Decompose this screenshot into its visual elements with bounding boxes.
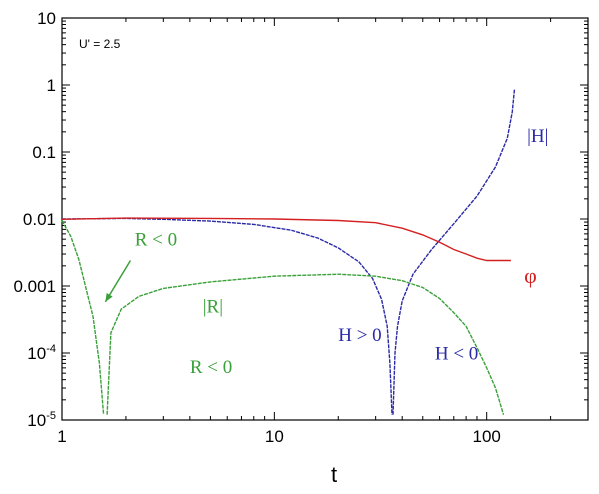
x-tick-label: 100 <box>472 427 500 446</box>
x-tick-label: 1 <box>57 427 66 446</box>
annotation-label: R < 0 <box>190 357 232 378</box>
annotation-arrowhead <box>105 292 113 302</box>
series-group <box>61 89 516 415</box>
x-axis-label: t <box>331 462 337 487</box>
axis-ticks: 1 10 100 10 1 0.1 0.01 0.001 10-4 10-5 <box>13 9 589 446</box>
y-tick-label: 0.1 <box>32 143 56 162</box>
annotations-group: |H| φ R < 0 |R| R < 0 H > 0 H < 0 <box>104 126 548 378</box>
annotation-label: |R| <box>203 297 223 318</box>
series-line-0-0 <box>61 217 393 415</box>
annotation-label: R < 0 <box>135 230 177 251</box>
annotation-label: H < 0 <box>435 343 478 364</box>
annotation-label: φ <box>524 263 537 288</box>
series-line-2-1 <box>106 273 505 415</box>
series-line-2-0 <box>61 220 105 415</box>
series-line-0-1 <box>392 89 516 415</box>
parameter-label: U' = 2.5 <box>79 37 121 51</box>
y-tick-label: 0.01 <box>23 210 56 229</box>
y-tick-label: 10-4 <box>27 343 56 363</box>
y-tick-label: 10-5 <box>27 410 56 430</box>
y-tick-label: 10 <box>37 9 56 28</box>
annotation-label: |H| <box>527 126 548 147</box>
y-tick-label: 0.001 <box>13 277 56 296</box>
series-line-1-0 <box>61 217 511 262</box>
y-tick-label: 1 <box>47 76 56 95</box>
x-tick-label: 10 <box>265 427 284 446</box>
annotation-label: H > 0 <box>338 325 381 346</box>
